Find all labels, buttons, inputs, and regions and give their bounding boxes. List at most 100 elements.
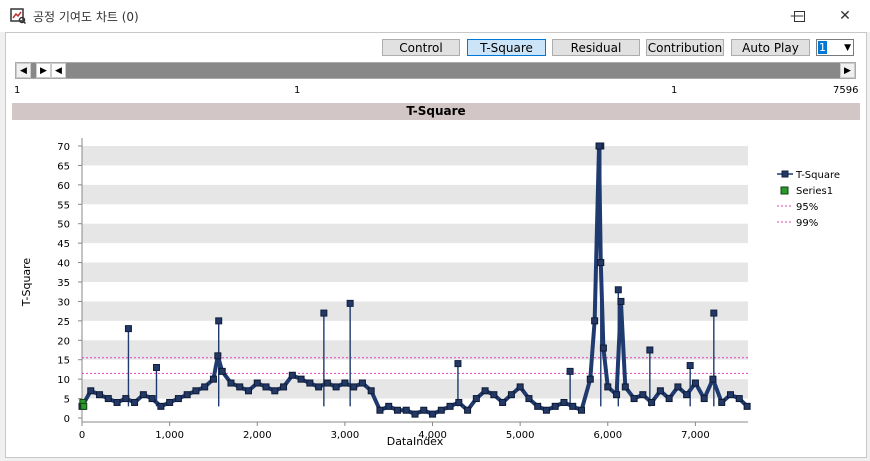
t-square-marker [595, 142, 603, 150]
arrow-right-icon: ▶ [40, 65, 47, 76]
spike-marker [566, 367, 574, 375]
x-tick-label: 1,000 [155, 430, 184, 441]
y-tick-label: 60 [57, 181, 70, 192]
t-square-marker [122, 395, 130, 403]
t-square-marker [542, 406, 550, 414]
t-square-marker [700, 395, 708, 403]
t-square-marker [420, 406, 428, 414]
t-square-marker [236, 383, 244, 391]
t-square-marker [674, 383, 682, 391]
t-square-marker [227, 379, 235, 387]
title-bar: 공정 기여도 차트 (0) — ✕ [0, 0, 870, 32]
x-axis-label: DataIndex [387, 435, 444, 448]
spike-marker [686, 362, 694, 370]
t-square-marker [183, 391, 191, 399]
t-square-marker [525, 395, 533, 403]
t-square-marker [245, 387, 252, 395]
t-square-marker [551, 402, 559, 410]
t-square-chart: 0 5 10 15 20 25 30 35 40 45 50 55 60 65 70 0 1,000 2,000… [20, 138, 840, 448]
t-square-marker [472, 395, 480, 403]
t-square-marker [297, 375, 305, 383]
grid-band [82, 146, 748, 166]
t-square-marker [630, 395, 638, 403]
t-square-marker [597, 259, 605, 267]
t-square-marker [166, 398, 174, 406]
t-square-marker [393, 406, 401, 414]
chart-panel: Control T-Square Residual Contribution A… [5, 32, 867, 458]
range-end-label: 7596 [833, 85, 859, 96]
spike-marker [614, 286, 622, 294]
t-square-marker [341, 379, 349, 387]
t-square-marker [446, 402, 454, 410]
data-range-scrollbar[interactable]: ◀ ▶ ◀ ▶ [15, 62, 856, 79]
t-square-marker [718, 398, 726, 406]
t-square-marker [490, 391, 498, 399]
t-square-marker [429, 410, 437, 418]
t-square-marker [617, 297, 625, 305]
t-square-marker [599, 344, 607, 352]
y-tick-label: 40 [57, 259, 70, 270]
t-square-marker [411, 410, 419, 418]
t-square-marker [639, 391, 647, 399]
t-square-marker [323, 379, 331, 387]
arrow-left-icon: ◀ [20, 65, 27, 76]
t-square-button[interactable]: T-Square [467, 39, 546, 56]
legend: T-Square Series1 95% 99% [777, 170, 840, 229]
t-square-marker [214, 352, 222, 360]
residual-button[interactable]: Residual [552, 39, 640, 56]
series1-marker [80, 402, 88, 410]
t-square-marker [87, 387, 95, 395]
t-square-marker [367, 387, 375, 395]
grid-band [82, 223, 748, 244]
t-square-marker [306, 379, 314, 387]
t-square-marker [743, 402, 751, 410]
t-square-marker [376, 406, 384, 414]
spike-marker [124, 325, 132, 333]
close-icon: ✕ [839, 8, 851, 24]
arrow-left-icon: ◀ [55, 65, 62, 76]
t-square-marker [499, 398, 507, 406]
t-square-marker [148, 395, 156, 403]
t-square-marker [613, 391, 621, 399]
t-square-marker [157, 402, 165, 410]
close-button[interactable]: ✕ [822, 0, 868, 32]
t-square-marker [516, 383, 524, 391]
t-square-marker [288, 371, 296, 379]
t-square-marker [315, 383, 323, 391]
t-square-line [80, 144, 749, 417]
spike-marker [454, 360, 462, 368]
spike-marker [646, 346, 654, 354]
t-square-marker [96, 391, 104, 399]
chart-title: T-Square [12, 103, 860, 120]
t-square-marker [691, 379, 699, 387]
t-square-marker [131, 398, 139, 406]
scroll-left-button[interactable]: ◀ [16, 63, 31, 78]
t-square-marker [455, 398, 463, 406]
auto-play-button[interactable]: Auto Play [731, 39, 810, 56]
range-start-handle[interactable]: ▶ [36, 63, 51, 78]
spike-marker [346, 299, 354, 307]
t-square-marker [385, 402, 393, 410]
t-square-marker [735, 395, 743, 403]
range-end-handle[interactable]: ◀ [51, 63, 66, 78]
t-square-marker [578, 406, 585, 414]
contribution-button[interactable]: Contribution [646, 39, 724, 56]
chevron-down-icon[interactable]: ▼ [844, 43, 851, 53]
scroll-right-button[interactable]: ▶ [840, 63, 855, 78]
t-square-marker [591, 317, 599, 325]
y-tick-label: 70 [57, 142, 70, 153]
control-button[interactable]: Control [382, 39, 460, 56]
t-square-marker [139, 391, 147, 399]
t-square-marker [209, 375, 217, 383]
page-combo[interactable]: 1 ▼ [816, 39, 854, 56]
range-start-label: 1 [14, 85, 21, 96]
t-square-marker [271, 387, 279, 395]
y-tick-label: 50 [57, 220, 70, 231]
t-square-marker [683, 391, 691, 399]
grid-band [82, 184, 748, 205]
grid-band [82, 262, 748, 282]
maximize-button[interactable] [776, 0, 822, 32]
legend-series1: Series1 [796, 186, 833, 197]
t-square-marker [174, 395, 182, 403]
legend-t-square: T-Square [795, 170, 840, 181]
